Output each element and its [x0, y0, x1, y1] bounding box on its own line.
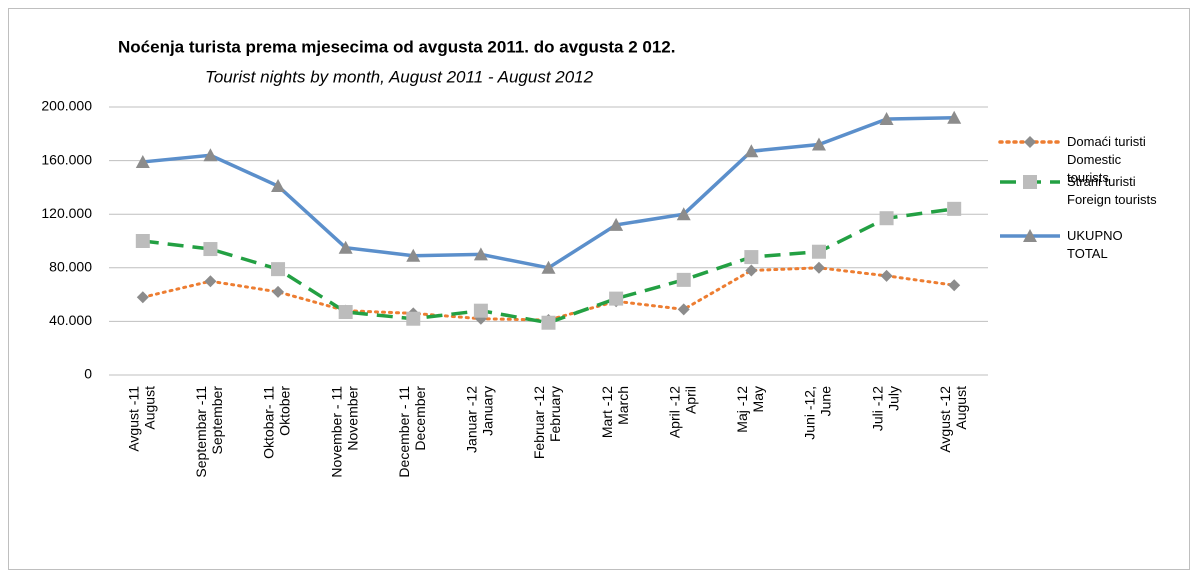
chart-subtitle: Tourist nights by month, August 2011 - A…	[205, 67, 594, 86]
x-tick-label: August	[953, 386, 969, 430]
point-marker	[203, 242, 218, 257]
x-tick-label: Mart -12	[599, 386, 615, 438]
point-marker	[406, 311, 421, 326]
point-marker	[135, 154, 150, 168]
point-marker	[947, 201, 962, 216]
point-marker	[811, 244, 826, 259]
point-marker	[271, 262, 286, 277]
x-tick-label: March	[615, 386, 631, 425]
x-tick-label: December	[412, 386, 428, 451]
point-marker	[744, 250, 759, 265]
x-tick-label: February	[547, 386, 563, 442]
point-marker	[338, 305, 353, 320]
chart-title: Noćenja turista prema mjesecima od avgus…	[118, 37, 675, 56]
point-marker	[609, 291, 624, 306]
point-marker	[812, 261, 825, 274]
x-tick-label: Juli -12	[869, 386, 885, 431]
point-marker	[880, 269, 893, 282]
point-marker	[879, 211, 894, 226]
x-tick-label: Juni -12,	[802, 386, 818, 440]
point-marker	[338, 240, 353, 254]
legend-label: Domaći turisti Domestic tourists	[1067, 134, 1146, 185]
y-tick-label: 40.000	[49, 312, 92, 328]
y-tick-label: 0	[84, 366, 92, 382]
point-marker	[271, 179, 286, 193]
series-line	[141, 266, 956, 322]
point-marker	[947, 110, 962, 124]
x-tick-label: August	[142, 386, 158, 430]
x-tick-label: December - 11	[396, 386, 412, 478]
chart-border	[8, 8, 1190, 570]
legend-marker	[1024, 136, 1036, 148]
x-tick-label: September	[209, 386, 225, 455]
x-tick-label: November	[344, 386, 360, 451]
legend-marker	[1023, 175, 1037, 189]
x-tick-label: Januar -12	[464, 386, 480, 453]
point-marker	[135, 234, 150, 248]
point-marker	[473, 303, 488, 318]
x-tick-label: April	[682, 386, 698, 414]
y-tick-label: 120.000	[41, 205, 92, 221]
x-tick-label: Septembar -11	[193, 386, 209, 478]
y-tick-label: 160.000	[41, 151, 92, 167]
point-marker	[676, 207, 691, 221]
point-marker	[272, 285, 285, 298]
x-tick-label: Avgust -11	[126, 386, 142, 452]
point-marker	[204, 275, 217, 288]
legend-label: Strani turisti Foreign tourists	[1067, 174, 1157, 207]
point-marker	[406, 248, 421, 262]
series-line	[142, 115, 955, 270]
point-marker	[136, 291, 149, 304]
point-marker	[541, 315, 556, 330]
x-tick-label: Oktobar- 11	[261, 386, 277, 459]
point-marker	[745, 264, 758, 277]
point-marker	[879, 112, 894, 126]
point-marker	[676, 272, 691, 287]
x-tick-label: July	[885, 386, 901, 411]
point-marker	[541, 260, 556, 274]
point-marker	[677, 303, 690, 316]
x-tick-label: Februar -12	[531, 386, 547, 459]
y-tick-label: 200.000	[41, 98, 92, 114]
x-tick-label: Oktober	[277, 386, 293, 436]
x-tick-label: Maj -12	[734, 386, 750, 433]
legend-label: UKUPNO TOTAL	[1067, 228, 1123, 261]
x-tick-label: April -12	[666, 386, 682, 438]
point-marker	[203, 148, 218, 162]
y-tick-label: 80.000	[49, 259, 92, 275]
x-tick-label: June	[818, 386, 834, 417]
point-marker	[744, 144, 759, 158]
point-marker	[811, 137, 826, 151]
x-tick-label: January	[480, 386, 496, 436]
x-tick-label: May	[750, 386, 766, 412]
legend-marker	[1023, 229, 1037, 242]
x-tick-label: Avgust -12	[937, 386, 953, 453]
point-marker	[473, 247, 488, 261]
x-tick-label: November - 11	[328, 386, 344, 478]
point-marker	[609, 217, 624, 231]
point-marker	[948, 279, 961, 292]
